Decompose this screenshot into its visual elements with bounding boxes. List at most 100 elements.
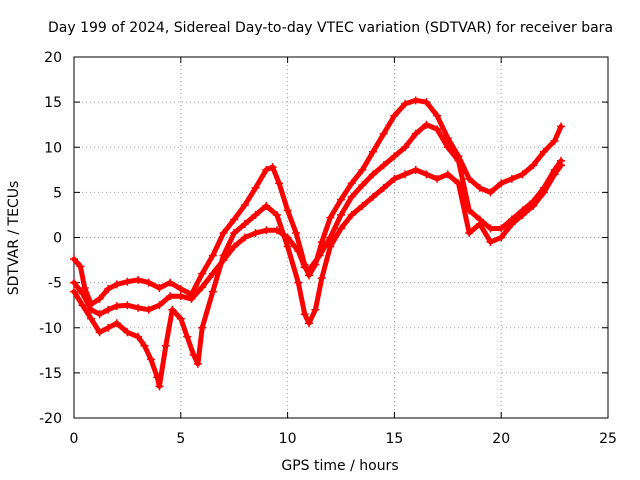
data-point-marker (507, 219, 516, 228)
data-point-marker (422, 170, 431, 179)
x-tick-label: 25 (599, 431, 617, 447)
y-tick-label: 5 (53, 185, 62, 201)
data-point-marker (401, 170, 410, 179)
data-point-marker (465, 174, 474, 183)
data-point-marker (183, 332, 192, 341)
data-point-marker (80, 284, 89, 293)
data-point-marker (262, 201, 271, 210)
data-point-marker (78, 289, 87, 298)
data-point-marker (486, 188, 495, 197)
data-point-marker (219, 251, 228, 260)
data-point-marker (443, 143, 452, 152)
y-ticks: -20 -15 -10 -5 0 5 10 15 20 (39, 50, 608, 427)
data-point-marker (422, 98, 431, 107)
data-point-marker (187, 294, 196, 303)
series-band (71, 97, 564, 307)
data-point-marker (347, 210, 356, 219)
series-band (71, 162, 564, 389)
data-point-marker (475, 219, 484, 228)
data-point-marker (198, 323, 207, 332)
data-point-marker (112, 319, 121, 328)
data-point-marker (390, 152, 399, 161)
data-point-marker (146, 355, 155, 364)
data-point-marker (358, 181, 367, 190)
data-point-marker (95, 294, 104, 303)
data-point-marker (161, 341, 170, 350)
data-point-marker (433, 125, 442, 134)
data-point-marker (315, 251, 324, 260)
data-point-marker (176, 314, 185, 323)
data-point-marker (198, 269, 207, 278)
data-point-marker (294, 278, 303, 287)
data-point-marker (262, 165, 271, 174)
data-point-marker (155, 382, 164, 391)
data-point-marker (358, 201, 367, 210)
data-point-marker (76, 262, 85, 271)
y-tick-label: 15 (44, 95, 62, 111)
y-tick-label: -15 (39, 366, 62, 382)
data-point-marker (230, 242, 239, 251)
data-point-marker (166, 278, 175, 287)
data-point-marker (379, 183, 388, 192)
data-point-marker (507, 174, 516, 183)
data-point-marker (358, 165, 367, 174)
data-point-marker (70, 287, 78, 296)
data-point-marker (433, 111, 442, 120)
data-point-marker (251, 228, 260, 237)
data-point-marker (497, 224, 506, 233)
data-point-marker (240, 233, 249, 242)
data-point-marker (337, 224, 345, 233)
data-point-marker (337, 195, 345, 204)
data-point-marker (326, 213, 335, 222)
series-track-3 (70, 161, 566, 391)
x-tick-label: 5 (176, 431, 185, 447)
data-series (70, 96, 566, 391)
data-point-marker (251, 210, 260, 219)
data-point-marker (465, 228, 474, 237)
data-point-marker (369, 170, 378, 179)
data-point-marker (230, 215, 239, 224)
data-point-marker (454, 179, 463, 188)
data-point-marker (300, 310, 309, 319)
data-point-marker (337, 210, 345, 219)
data-point-marker (433, 174, 442, 183)
data-point-marker (230, 228, 239, 237)
data-point-marker (144, 305, 153, 314)
data-point-marker (486, 224, 495, 233)
data-point-marker (518, 210, 527, 219)
data-point-marker (283, 206, 292, 215)
x-axis-label: GPS time / hours (281, 458, 398, 474)
data-point-marker (347, 192, 356, 201)
data-point-marker (268, 163, 277, 172)
data-point-marker (155, 284, 164, 293)
data-point-marker (557, 161, 566, 170)
chart-title: Day 199 of 2024, Sidereal Day-to-day VTE… (48, 20, 613, 36)
data-point-marker (153, 373, 162, 382)
data-point-marker (87, 314, 96, 323)
data-point-marker (454, 156, 463, 165)
data-point-marker (251, 183, 260, 192)
y-tick-label: 0 (53, 231, 62, 247)
data-point-marker (262, 226, 271, 235)
x-tick-label: 15 (385, 431, 403, 447)
y-tick-label: 10 (44, 140, 62, 156)
data-point-marker (317, 274, 326, 283)
data-point-marker (529, 161, 538, 170)
data-point-marker (123, 328, 132, 337)
data-point-marker (390, 111, 399, 120)
data-point-marker (104, 323, 113, 332)
data-point-marker (208, 287, 217, 296)
data-point-marker (411, 129, 420, 138)
data-point-marker (198, 283, 207, 292)
data-point-marker (326, 242, 335, 251)
x-tick-label: 10 (279, 431, 297, 447)
data-point-marker (557, 122, 566, 131)
data-point-marker (208, 251, 217, 260)
data-point-marker (497, 179, 506, 188)
data-point-marker (390, 174, 399, 183)
data-point-marker (422, 120, 431, 129)
data-point-marker (193, 359, 202, 368)
data-point-marker (155, 301, 164, 310)
data-point-marker (240, 219, 249, 228)
